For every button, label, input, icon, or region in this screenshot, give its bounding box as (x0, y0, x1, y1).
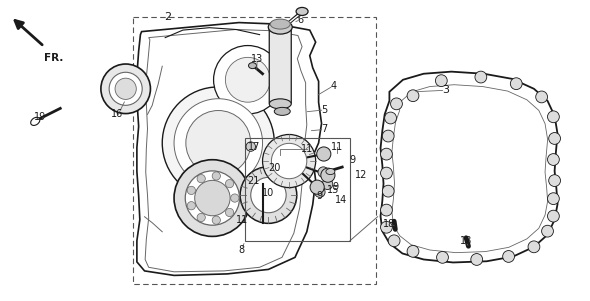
Circle shape (231, 194, 239, 202)
Circle shape (381, 204, 392, 216)
Text: 5: 5 (322, 105, 327, 115)
Circle shape (510, 78, 522, 90)
Circle shape (197, 213, 205, 222)
Ellipse shape (269, 99, 291, 109)
Polygon shape (381, 72, 558, 262)
Text: 18: 18 (460, 236, 472, 246)
Circle shape (388, 235, 400, 247)
Ellipse shape (268, 20, 292, 34)
Circle shape (212, 216, 221, 224)
Circle shape (162, 87, 274, 199)
Circle shape (381, 221, 392, 233)
Text: 17: 17 (248, 142, 260, 153)
Circle shape (548, 111, 559, 123)
Circle shape (549, 132, 560, 144)
Circle shape (385, 112, 396, 124)
Text: 3: 3 (442, 85, 449, 95)
Circle shape (187, 202, 195, 210)
Circle shape (225, 57, 270, 102)
Circle shape (322, 179, 333, 190)
Circle shape (317, 147, 331, 161)
Text: 15: 15 (327, 185, 339, 195)
Text: 19: 19 (34, 112, 46, 123)
Circle shape (214, 45, 282, 114)
Bar (245, 138, 350, 241)
Circle shape (321, 168, 335, 182)
Text: 14: 14 (335, 195, 347, 205)
Circle shape (186, 110, 251, 175)
Circle shape (548, 210, 559, 222)
Text: 9: 9 (332, 182, 338, 192)
Ellipse shape (296, 8, 308, 15)
Circle shape (381, 148, 392, 160)
Text: 6: 6 (298, 14, 304, 25)
Bar (133, 17, 376, 284)
Circle shape (225, 179, 234, 188)
Circle shape (475, 71, 487, 83)
Circle shape (225, 208, 234, 217)
Circle shape (407, 90, 419, 102)
Ellipse shape (248, 63, 257, 69)
Circle shape (115, 78, 136, 99)
Circle shape (382, 185, 394, 197)
Text: 11: 11 (236, 215, 248, 225)
Text: 21: 21 (248, 175, 260, 186)
FancyBboxPatch shape (269, 25, 291, 104)
Text: 11: 11 (332, 142, 343, 153)
Circle shape (549, 175, 560, 187)
Circle shape (240, 167, 297, 223)
Ellipse shape (274, 107, 290, 115)
Text: 9: 9 (317, 191, 323, 201)
Circle shape (391, 98, 402, 110)
Circle shape (314, 187, 325, 197)
Circle shape (251, 177, 286, 213)
Circle shape (310, 180, 325, 194)
Circle shape (548, 193, 559, 205)
Circle shape (197, 175, 205, 183)
Text: 7: 7 (322, 124, 327, 135)
Circle shape (503, 250, 514, 262)
Circle shape (536, 91, 548, 103)
Circle shape (174, 99, 263, 187)
Text: 10: 10 (263, 188, 274, 198)
Text: 20: 20 (268, 163, 280, 173)
Text: 12: 12 (355, 170, 367, 180)
Ellipse shape (270, 19, 290, 29)
Circle shape (185, 171, 240, 225)
Circle shape (382, 130, 394, 142)
Circle shape (435, 75, 447, 87)
Text: 11: 11 (301, 144, 313, 154)
Circle shape (548, 154, 559, 166)
Circle shape (263, 135, 316, 188)
Circle shape (542, 225, 553, 237)
Circle shape (471, 253, 483, 265)
Ellipse shape (31, 117, 40, 126)
Text: 8: 8 (239, 245, 245, 255)
Circle shape (101, 64, 150, 113)
Circle shape (271, 143, 307, 179)
Circle shape (407, 245, 419, 257)
Text: FR.: FR. (44, 53, 64, 63)
Ellipse shape (326, 169, 335, 175)
Text: 4: 4 (330, 81, 336, 91)
Text: 13: 13 (251, 54, 263, 64)
Text: 9: 9 (350, 154, 356, 165)
Circle shape (212, 172, 221, 180)
Text: 2: 2 (165, 11, 172, 22)
Text: 18: 18 (384, 219, 395, 229)
Circle shape (174, 160, 251, 236)
Polygon shape (137, 23, 322, 275)
Circle shape (246, 142, 255, 151)
Text: 16: 16 (111, 109, 123, 119)
Circle shape (187, 186, 195, 194)
Circle shape (318, 167, 329, 178)
Circle shape (381, 167, 392, 179)
Circle shape (109, 72, 142, 105)
Circle shape (195, 180, 230, 216)
Circle shape (437, 251, 448, 263)
Circle shape (528, 241, 540, 253)
